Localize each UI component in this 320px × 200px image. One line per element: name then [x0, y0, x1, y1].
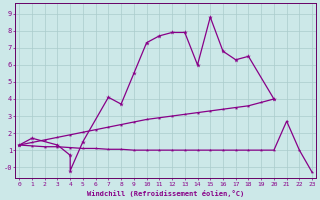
X-axis label: Windchill (Refroidissement éolien,°C): Windchill (Refroidissement éolien,°C)	[87, 190, 244, 197]
